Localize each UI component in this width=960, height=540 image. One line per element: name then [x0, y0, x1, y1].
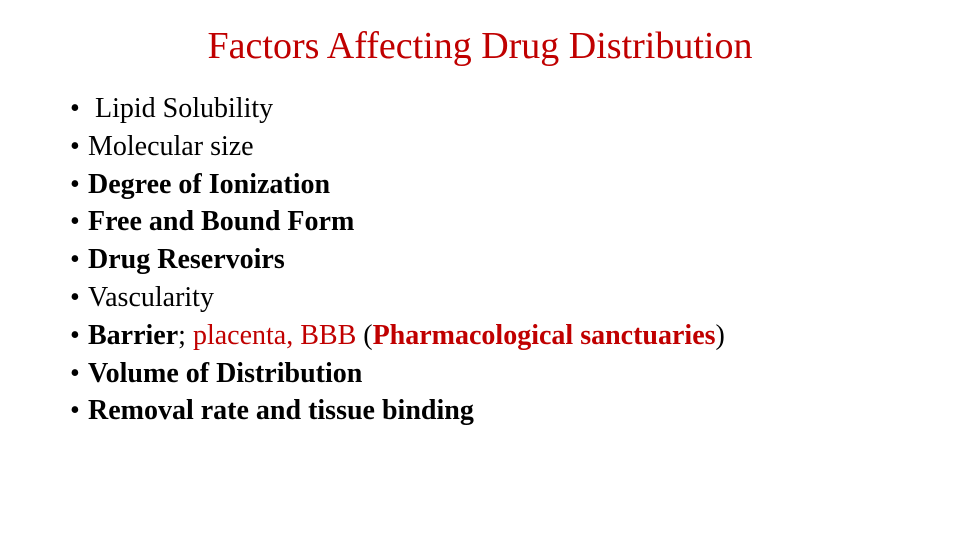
bullet-text-segment: Barrier: [88, 320, 178, 351]
bullet-text-segment: Vascularity: [88, 282, 214, 313]
bullet-text-segment: Free and Bound Form: [88, 206, 354, 237]
bullet-item: •Volume of Distribution: [70, 355, 900, 393]
bullet-dot-icon: •: [70, 166, 88, 204]
bullet-item: •Drug Reservoirs: [70, 241, 900, 279]
bullet-text-segment: Lipid Solubility: [88, 93, 273, 124]
bullet-item: •Degree of Ionization: [70, 166, 900, 204]
bullet-text-segment: Drug Reservoirs: [88, 244, 285, 275]
bullet-text-segment: Pharmacological sanctuaries: [373, 320, 716, 351]
bullet-text-segment: Molecular size: [88, 131, 254, 162]
bullet-item: •Vascularity: [70, 279, 900, 317]
bullet-item: • Lipid Solubility: [70, 90, 900, 128]
bullet-item: •Molecular size: [70, 128, 900, 166]
bullet-text-segment: (: [363, 320, 372, 351]
bullet-dot-icon: •: [70, 90, 88, 128]
bullet-text-segment: Volume of Distribution: [88, 358, 362, 389]
bullet-dot-icon: •: [70, 128, 88, 166]
bullet-dot-icon: •: [70, 317, 88, 355]
bullet-dot-icon: •: [70, 241, 88, 279]
bullet-text-segment: ): [716, 320, 725, 351]
bullet-dot-icon: •: [70, 203, 88, 241]
bullet-dot-icon: •: [70, 355, 88, 393]
bullet-dot-icon: •: [70, 279, 88, 317]
bullet-text-segment: Removal rate and tissue binding: [88, 395, 474, 426]
bullet-item: •Removal rate and tissue binding: [70, 392, 900, 430]
bullet-text-segment: ;: [178, 320, 193, 351]
bullet-list: • Lipid Solubility•Molecular size•Degree…: [70, 90, 900, 430]
slide-title: Factors Affecting Drug Distribution: [60, 24, 900, 68]
bullet-dot-icon: •: [70, 392, 88, 430]
bullet-text-segment: Degree of Ionization: [88, 169, 330, 200]
bullet-item: •Free and Bound Form: [70, 203, 900, 241]
slide: Factors Affecting Drug Distribution • Li…: [0, 0, 960, 540]
bullet-text-segment: placenta, BBB: [193, 320, 363, 351]
bullet-item: •Barrier; placenta, BBB (Pharmacological…: [70, 317, 900, 355]
